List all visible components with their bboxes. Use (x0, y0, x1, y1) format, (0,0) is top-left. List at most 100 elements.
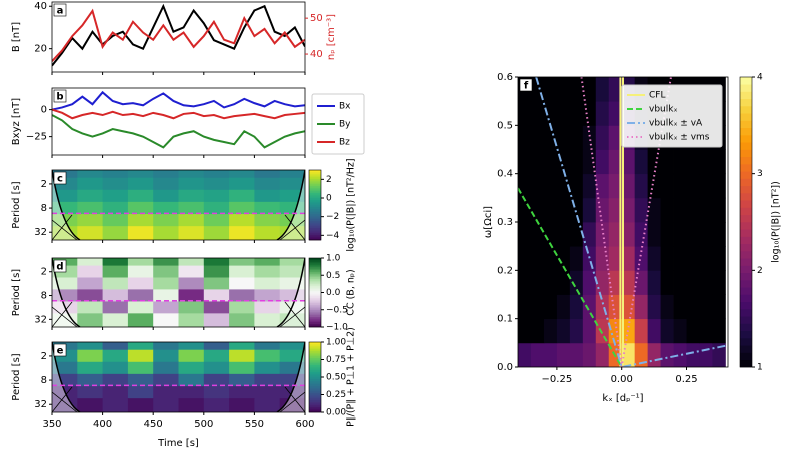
heat-cell (595, 246, 610, 271)
colorbar-step (309, 273, 321, 276)
colorbar-step (309, 370, 321, 373)
colorbar-step (309, 321, 321, 324)
colorbar-step (309, 271, 321, 274)
plot-area (52, 170, 305, 240)
colorbar-step (740, 236, 752, 245)
heat-cell (229, 258, 255, 266)
colorbar-tick-label: −1.0 (326, 323, 348, 333)
heat-cell (127, 313, 154, 327)
colorbar-step (309, 287, 321, 290)
colorbar-step (309, 229, 321, 232)
heat-cell (530, 197, 545, 223)
heat-cell (543, 125, 558, 150)
heat-cell (647, 197, 661, 223)
colorbar-step (309, 234, 321, 237)
colorbar-step (309, 392, 321, 395)
colorbar-step (309, 222, 321, 225)
colorbar-step (740, 294, 752, 303)
heat-cell (556, 101, 571, 126)
colorbar-step (740, 214, 752, 223)
colorbar-step (740, 338, 752, 346)
y2-axis-label: nₚ [cm⁻³] (326, 14, 337, 60)
heat-cell (569, 294, 584, 320)
colorbar-step (309, 382, 321, 385)
heat-cell (153, 313, 179, 327)
colorbar-step (309, 378, 321, 381)
colorbar-step (309, 227, 321, 230)
colorbar-step (740, 84, 752, 92)
colorbar-step (309, 198, 321, 201)
heat-cell (102, 226, 129, 240)
heat-cell (77, 313, 103, 327)
heat-cell (556, 294, 571, 320)
heat-cell (178, 226, 205, 240)
heat-cell (647, 222, 661, 247)
heat-cell (699, 173, 713, 199)
heat-cell (530, 101, 545, 126)
colorbar-step (309, 350, 321, 353)
colorbar-step (309, 377, 321, 380)
y-tick-label: 8 (41, 291, 47, 302)
colorbar-tick-label: 0.50 (326, 373, 346, 383)
y-tick-label: 2 (41, 351, 47, 362)
colorbar-step (309, 302, 321, 305)
y-tick-label: 0.2 (497, 265, 513, 276)
heat-cell (608, 246, 623, 271)
colorbar-step (309, 371, 321, 374)
heat-cell (621, 270, 636, 295)
heat-cell (279, 373, 305, 387)
colorbar-step (309, 385, 321, 388)
colorbar-step (309, 226, 321, 229)
heat-cell (127, 258, 154, 266)
heat-cell (556, 342, 571, 367)
colorbar-step (309, 238, 321, 241)
heat-cell (254, 373, 281, 387)
heat-cell (153, 189, 179, 203)
heat-cell (77, 170, 103, 179)
series-line (52, 3, 305, 67)
heat-cell (77, 214, 103, 227)
x-tick-label: 600 (295, 419, 314, 430)
heat-cell (77, 398, 103, 412)
heat-cell (686, 294, 700, 320)
colorbar-step (309, 290, 321, 293)
heat-cell (712, 197, 726, 223)
heat-cell (127, 398, 154, 412)
colorbar-step (309, 224, 321, 227)
heat-cell (102, 289, 129, 302)
heat-cell (608, 270, 623, 295)
heat-cell (582, 294, 597, 320)
colorbar-step (309, 182, 321, 185)
heat-cell (254, 201, 281, 215)
heat-cell (543, 270, 558, 295)
heat-cell (127, 289, 154, 302)
heat-cell (582, 173, 597, 199)
panel-label: f (524, 81, 529, 92)
colorbar-label: P∥/(P∥ + P⊥1 + P⊥2) (346, 327, 357, 427)
colorbar-step (309, 406, 321, 409)
colorbar-step (309, 373, 321, 376)
colorbar-step (309, 191, 321, 194)
colorbar-step (309, 263, 321, 266)
heat-cell (582, 125, 597, 150)
colorbar-tick-label: 1.00 (326, 338, 346, 348)
heat-cell (518, 125, 532, 150)
heat-cell (77, 258, 103, 266)
heat-cell (127, 361, 154, 375)
heat-cell (647, 294, 661, 320)
heat-cell (634, 342, 649, 367)
heat-cell (178, 189, 205, 203)
heat-cell (595, 77, 610, 102)
panel: 2 8 32 350 400 450 500 550 600 Time [s] Period [s]… (11, 327, 357, 449)
colorbar-step (309, 394, 321, 397)
heat-cell (254, 398, 281, 412)
colorbar-step (309, 401, 321, 404)
colorbar-step (309, 201, 321, 204)
colorbar-step (740, 287, 752, 295)
heat-cell (102, 386, 129, 399)
panel: 2 8 32 Period [s] c −4 −2 0 2 log₁₀(P(|B|) [nT²/H… (11, 158, 357, 251)
heat-cell (621, 222, 636, 247)
colorbar-step (309, 205, 321, 208)
colorbar-step (309, 357, 321, 360)
heat-cell (608, 318, 623, 344)
